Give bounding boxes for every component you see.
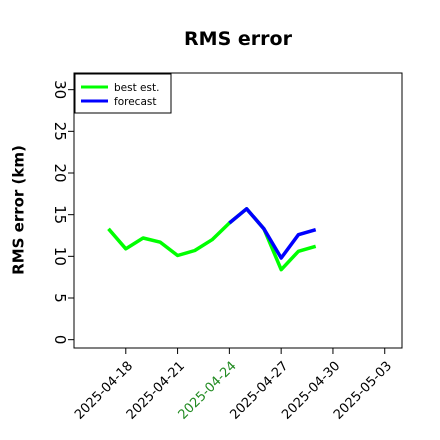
series-line-best-est [107, 207, 317, 272]
legend: best est. forecast [74, 73, 172, 114]
series-lines [107, 207, 317, 272]
y-axis: 0 5 10 15 20 25 30 [51, 80, 74, 344]
y-axis-label: RMS error (km) [10, 145, 28, 275]
y-tick-label: 5 [51, 293, 69, 303]
y-tick-label: 30 [51, 80, 69, 99]
x-axis: 2025-04-182025-04-212025-04-242025-04-27… [72, 348, 395, 423]
legend-label-forecast: forecast [114, 96, 156, 108]
y-tick-label: 10 [51, 247, 69, 266]
y-tick-label: 15 [51, 205, 69, 224]
legend-label-best-est: best est. [114, 82, 159, 94]
series-line-forecast [228, 207, 317, 260]
chart-title: RMS error [184, 28, 293, 50]
y-tick-label: 25 [51, 122, 69, 141]
y-tick-label: 0 [51, 335, 69, 345]
plot-frame [73, 72, 403, 349]
legend-box [74, 73, 172, 114]
y-tick-label: 20 [51, 163, 69, 182]
